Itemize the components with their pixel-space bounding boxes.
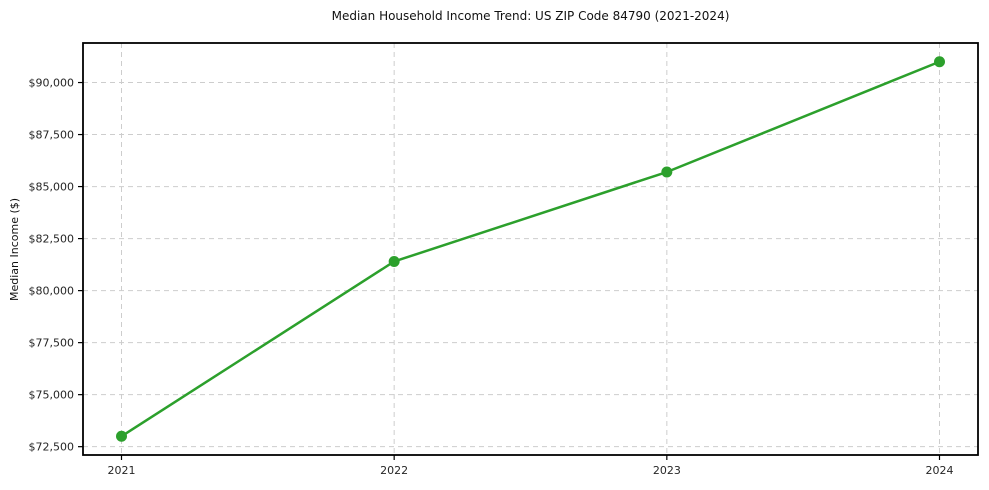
trend-line [120,60,941,438]
data-point-2023 [661,166,673,178]
y-tick-label: $80,000 [29,284,75,297]
y-tick-label: $85,000 [29,180,75,193]
x-tick-label: 2021 [108,464,136,477]
y-tick-label: $87,500 [29,128,75,141]
data-point-2022 [388,255,400,267]
y-tick-label: $90,000 [29,76,75,89]
plot-border [82,42,979,456]
data-point-2024 [934,56,945,68]
x-tick-label: 2024 [926,464,954,477]
y-tick-label: $72,500 [29,440,75,453]
data-point-2021 [116,430,127,442]
x-tick-label: 2023 [653,464,681,477]
y-tick-label: $82,500 [29,232,75,245]
x-tick-label: 2022 [380,464,408,477]
y-tick-label: $75,000 [29,388,75,401]
y-tick-label: $77,500 [29,336,75,349]
chart-title: Median Household Income Trend: US ZIP Co… [331,9,730,23]
